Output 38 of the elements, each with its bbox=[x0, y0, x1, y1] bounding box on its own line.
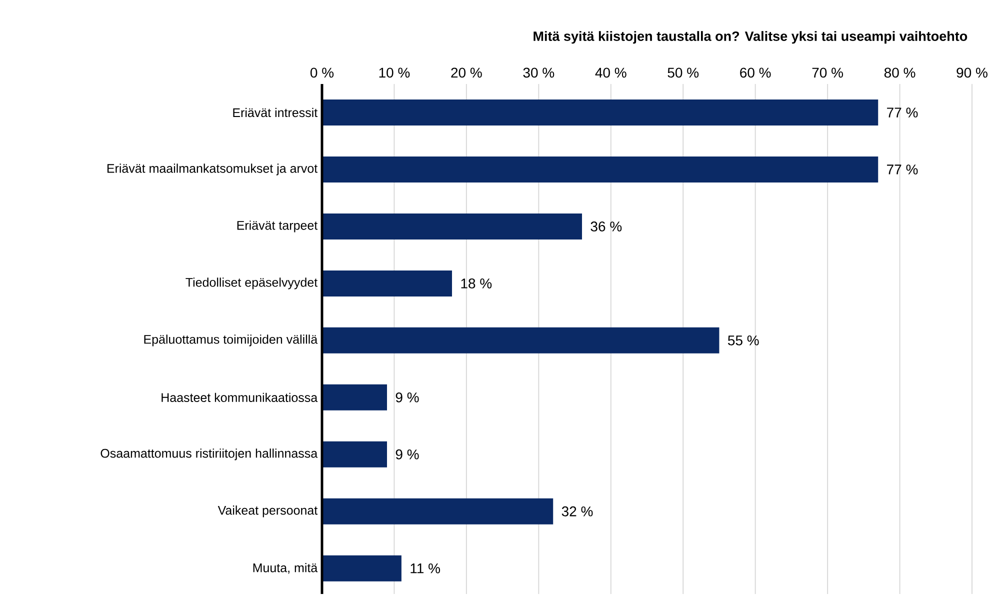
data-label: 55 % bbox=[728, 336, 759, 346]
bar bbox=[322, 555, 402, 582]
y-tick-label: Eriävät intressit bbox=[233, 108, 318, 118]
data-label: 36 % bbox=[590, 222, 622, 232]
x-tick-label: 40 % bbox=[595, 68, 626, 78]
y-tick-label: Vaikeat persoonat bbox=[218, 506, 318, 518]
bar bbox=[322, 498, 554, 524]
bar bbox=[322, 384, 387, 410]
x-tick-label: 30 % bbox=[523, 68, 554, 78]
y-tick-label: Eriävät maailmankatsomukset ja arvot bbox=[107, 164, 318, 176]
x-tick-label: 70 % bbox=[812, 68, 844, 78]
y-tick-label: Eriävät tarpeet bbox=[237, 220, 318, 232]
x-tick-label: 60 % bbox=[740, 68, 771, 78]
y-tick-label: Muuta, mitä bbox=[253, 563, 318, 574]
y-tick-label: Epäluottamus toimijoiden välillä bbox=[144, 334, 318, 346]
bar bbox=[322, 327, 720, 354]
bar bbox=[322, 213, 582, 240]
bar bbox=[322, 100, 878, 126]
chart-title: Mitä syitä kiistojen taustalla on? Valitse yksi tai useampi vaihtoehto bbox=[534, 31, 968, 44]
data-label: 77 % bbox=[887, 108, 918, 118]
data-label: 9 % bbox=[396, 449, 419, 460]
x-tick-label: 50 % bbox=[668, 68, 699, 78]
bar bbox=[322, 270, 452, 296]
y-tick-label: Tiedolliset epäselvyydet bbox=[186, 278, 318, 290]
data-label: 18 % bbox=[461, 278, 492, 288]
bar bbox=[322, 156, 878, 182]
x-tick-label: 10 % bbox=[379, 68, 410, 78]
data-label: 32 % bbox=[562, 506, 593, 516]
y-tick-label: Osaamattomuus ristiriitojen hallinnassa bbox=[100, 448, 318, 460]
x-tick-label: 20 % bbox=[451, 68, 482, 78]
x-tick-label: 90 % bbox=[956, 68, 988, 78]
x-tick-label: 80 % bbox=[884, 68, 916, 78]
bar bbox=[322, 441, 387, 468]
data-label: 9 % bbox=[396, 392, 419, 402]
data-label: 77 % bbox=[887, 164, 918, 174]
x-tick-label: 0 % bbox=[310, 68, 334, 78]
y-tick-label: Haasteet kommunikaatiossa bbox=[162, 392, 318, 402]
data-label: 11 % bbox=[410, 563, 440, 574]
